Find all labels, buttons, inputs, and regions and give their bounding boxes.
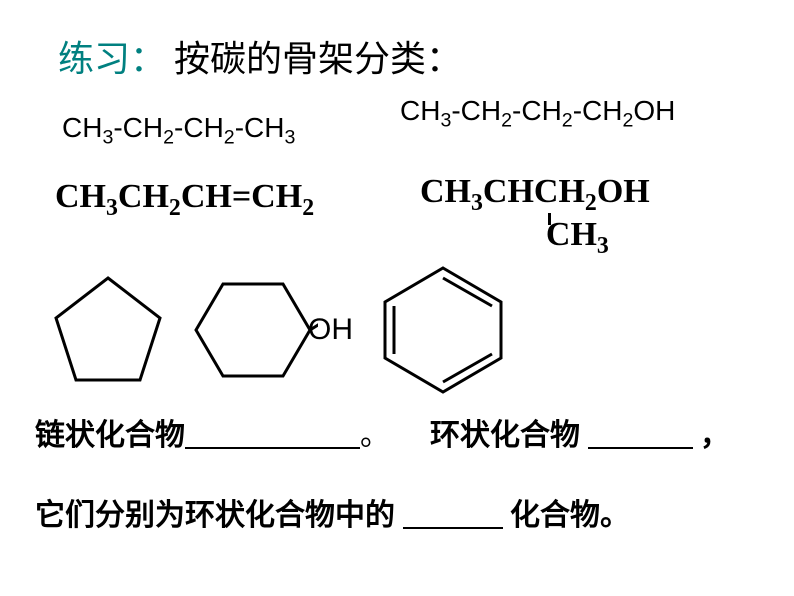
- comma-1: ，: [700, 419, 730, 452]
- oh-label: OH: [308, 313, 353, 347]
- blank-2: [588, 419, 693, 449]
- chain-compound-label: 链状化合物: [35, 410, 185, 454]
- branch-bond-bar: [548, 213, 551, 225]
- cyclohexanol-icon: [188, 270, 318, 390]
- formula-isobutanol: CH3CHCH2OH CH3: [420, 175, 650, 258]
- ring-compound-label: 环状化合物: [430, 419, 580, 452]
- ring-structures-row: OH: [48, 260, 513, 400]
- formula-butane: CH3-CH2-CH2-CH3: [62, 112, 295, 150]
- blank-1: [185, 419, 360, 449]
- title-prefix: 练习：: [58, 30, 166, 82]
- line2-post: 化合物。: [510, 499, 630, 532]
- title-main: 按碳的骨架分类：: [174, 30, 462, 82]
- period-1: 。: [360, 410, 390, 454]
- cyclohexanol-group: OH: [188, 270, 353, 390]
- line2-pre: 它们分别为环状化合物中的: [35, 499, 395, 532]
- blank-3: [403, 499, 503, 529]
- formula-butanol: CH3-CH2-CH2-CH2OH: [400, 95, 675, 133]
- title-row: 练习： 按碳的骨架分类：: [58, 30, 462, 82]
- formula-butene: CH3CH2CH=CH2: [55, 178, 314, 222]
- fill-in-line-1: 链状化合物 。 环状化合物 ，: [35, 410, 775, 454]
- cyclopentane-icon: [48, 270, 168, 390]
- benzene-icon: [373, 260, 513, 400]
- fill-in-line-2: 它们分别为环状化合物中的 化合物。: [35, 490, 630, 534]
